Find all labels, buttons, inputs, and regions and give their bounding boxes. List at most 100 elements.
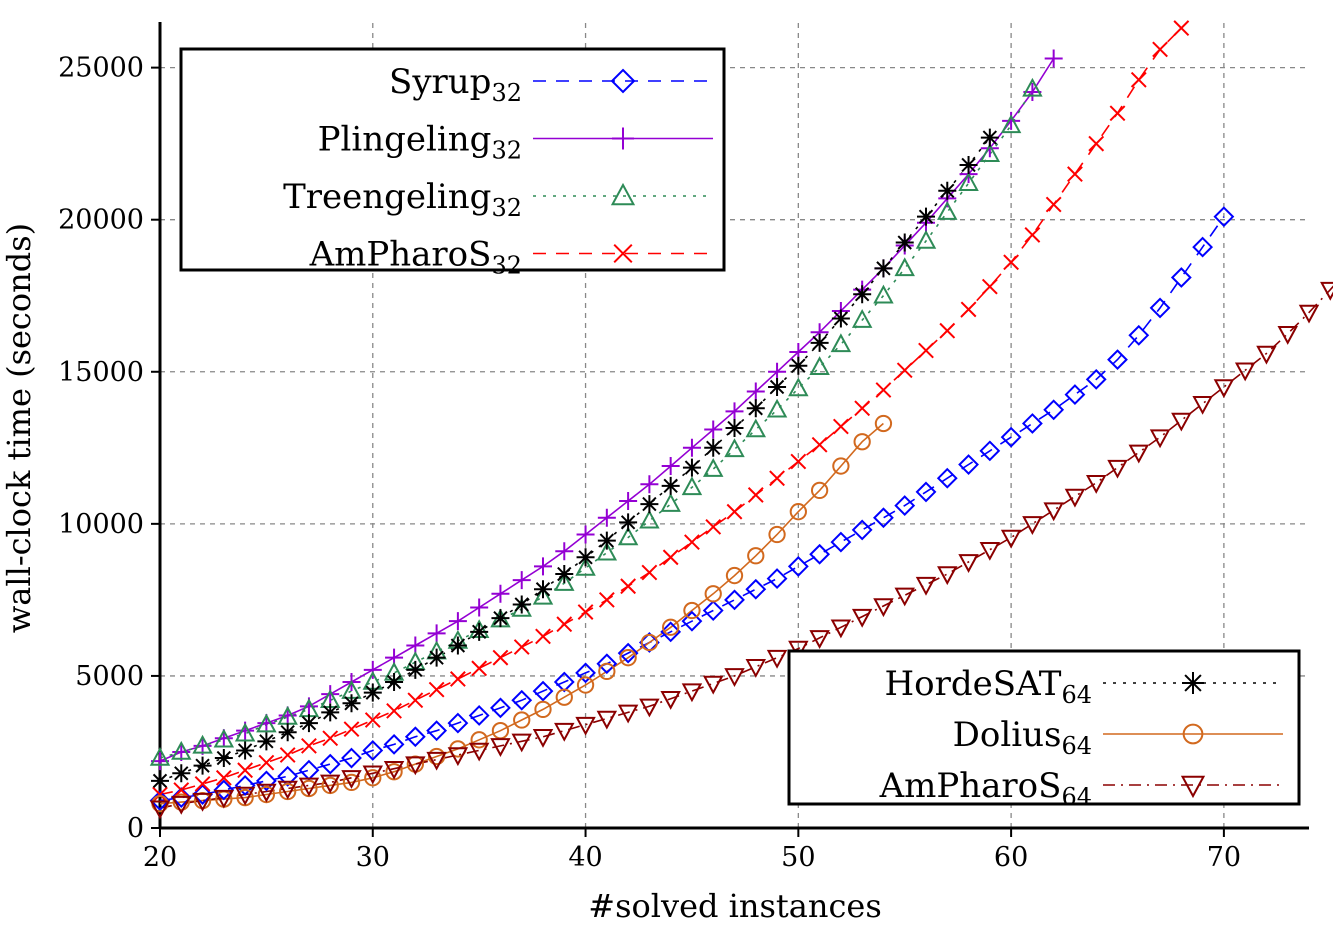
data-point-ampharos32 (1024, 226, 1041, 243)
data-point-dolius64 (725, 566, 744, 585)
data-point-hordesat64 (768, 377, 787, 396)
data-point-ampharos32 (981, 278, 998, 295)
data-point-treengeling32 (171, 740, 192, 760)
data-point-syrup32 (1064, 384, 1086, 405)
data-point-hordesat64 (151, 771, 169, 790)
legend-marker-ampharos64 (1180, 775, 1206, 799)
data-point-plingeling32 (682, 438, 701, 457)
data-point-ampharos32 (279, 747, 296, 763)
data-point-ampharos64 (1234, 362, 1256, 382)
data-point-ampharos64 (1256, 345, 1277, 365)
data-point-syrup32 (745, 578, 767, 600)
data-point-ampharos32 (1173, 20, 1190, 36)
data-point-ampharos64 (1298, 304, 1320, 324)
data-point-treengeling32 (575, 556, 596, 576)
data-point-ampharos32 (918, 342, 934, 359)
data-point-ampharos32 (237, 762, 254, 779)
legend-label-main: AmPharoS (309, 235, 492, 275)
data-point-ampharos32 (939, 322, 956, 339)
data-point-ampharos32 (364, 712, 381, 728)
data-point-ampharos64 (830, 619, 852, 639)
data-point-syrup32 (787, 556, 809, 577)
data-point-hordesat64 (959, 155, 978, 174)
data-point-ampharos64 (1085, 475, 1107, 494)
series-line-ampharos64 (159, 285, 1333, 809)
axes: 20 30 40 50 60 70 0 5000 10000 15000 20000 25000 (58, 22, 1309, 873)
data-point-plingeling32 (427, 624, 446, 643)
data-point-syrup32 (383, 733, 405, 755)
data-point-hordesat64 (853, 285, 872, 304)
data-point-syrup32 (809, 543, 831, 565)
data-point-treengeling32 (809, 356, 830, 375)
y-tick-label: 25000 (58, 53, 144, 84)
legend-label-dolius64: Dolius64 (953, 715, 1092, 760)
data-point-hordesat64 (448, 636, 467, 655)
data-point-treengeling32 (830, 333, 852, 353)
data-point-hordesat64 (534, 580, 552, 599)
data-point-plingeling32 (619, 492, 638, 511)
data-point-syrup32 (213, 779, 235, 801)
data-point-ampharos32 (492, 649, 509, 666)
data-point-ampharos64 (149, 800, 171, 820)
data-point-ampharos32 (726, 503, 743, 520)
data-point-plingeling32 (746, 382, 765, 401)
data-point-hordesat64 (938, 181, 957, 200)
data-point-hordesat64 (299, 714, 318, 733)
data-point-ampharos32 (1003, 254, 1020, 271)
data-point-dolius64 (555, 688, 573, 706)
data-point-hordesat64 (236, 741, 255, 760)
data-point-syrup32 (404, 726, 426, 748)
data-point-treengeling32 (192, 734, 213, 754)
legend-label-treengeling32: Treengeling32 (283, 177, 522, 222)
data-point-ampharos64 (766, 649, 788, 669)
data-point-treengeling32 (766, 398, 788, 418)
data-point-treengeling32 (234, 722, 256, 742)
data-point-ampharos32 (854, 400, 871, 417)
data-point-ampharos64 (1213, 379, 1235, 399)
data-point-plingeling32 (725, 402, 744, 421)
data-point-syrup32 (319, 753, 341, 775)
data-point-dolius64 (619, 649, 637, 667)
data-point-hordesat64 (810, 333, 829, 352)
y-tick-label: 10000 (58, 509, 144, 540)
data-point-syrup32 (1043, 399, 1065, 421)
data-point-syrup32 (575, 662, 596, 684)
data-point-ampharos64 (554, 722, 575, 742)
data-point-ampharos32 (173, 782, 190, 798)
data-point-ampharos32 (875, 382, 892, 398)
data-point-dolius64 (704, 585, 722, 603)
data-point-plingeling32 (534, 557, 552, 576)
y-axis-title: wall-clock time (seconds) (0, 223, 38, 633)
data-point-plingeling32 (321, 685, 340, 704)
data-point-syrup32 (553, 671, 575, 693)
data-point-treengeling32 (213, 728, 235, 748)
data-point-ampharos64 (937, 566, 958, 586)
data-point-syrup32 (1107, 349, 1128, 371)
data-point-treengeling32 (1000, 114, 1022, 134)
data-point-syrup32 (1000, 426, 1022, 448)
data-point-ampharos32 (194, 775, 211, 792)
data-point-ampharos64 (490, 738, 511, 757)
data-point-ampharos32 (1067, 166, 1083, 182)
data-point-treengeling32 (681, 476, 703, 496)
legend-label-main: Plingeling (318, 120, 492, 160)
data-point-dolius64 (662, 618, 680, 636)
x-tick-label: 50 (781, 842, 815, 873)
data-point-ampharos32 (684, 534, 700, 551)
legend-label-sub: 64 (1061, 732, 1092, 760)
data-point-ampharos64 (1320, 281, 1333, 301)
data-point-ampharos32 (322, 730, 339, 747)
data-point-plingeling32 (491, 584, 510, 603)
data-point-ampharos64 (319, 774, 341, 794)
x-tick-label: 30 (356, 842, 390, 873)
data-point-dolius64 (598, 662, 616, 681)
data-point-syrup32 (766, 568, 788, 590)
legend-label-main: Treengeling (283, 177, 491, 217)
data-point-syrup32 (851, 519, 873, 541)
legend-box (787, 649, 1301, 806)
data-point-ampharos64 (1192, 395, 1213, 415)
data-point-treengeling32 (788, 377, 809, 397)
data-point-syrup32 (234, 775, 256, 796)
data-point-ampharos32 (343, 721, 360, 738)
data-point-ampharos32 (896, 362, 913, 379)
